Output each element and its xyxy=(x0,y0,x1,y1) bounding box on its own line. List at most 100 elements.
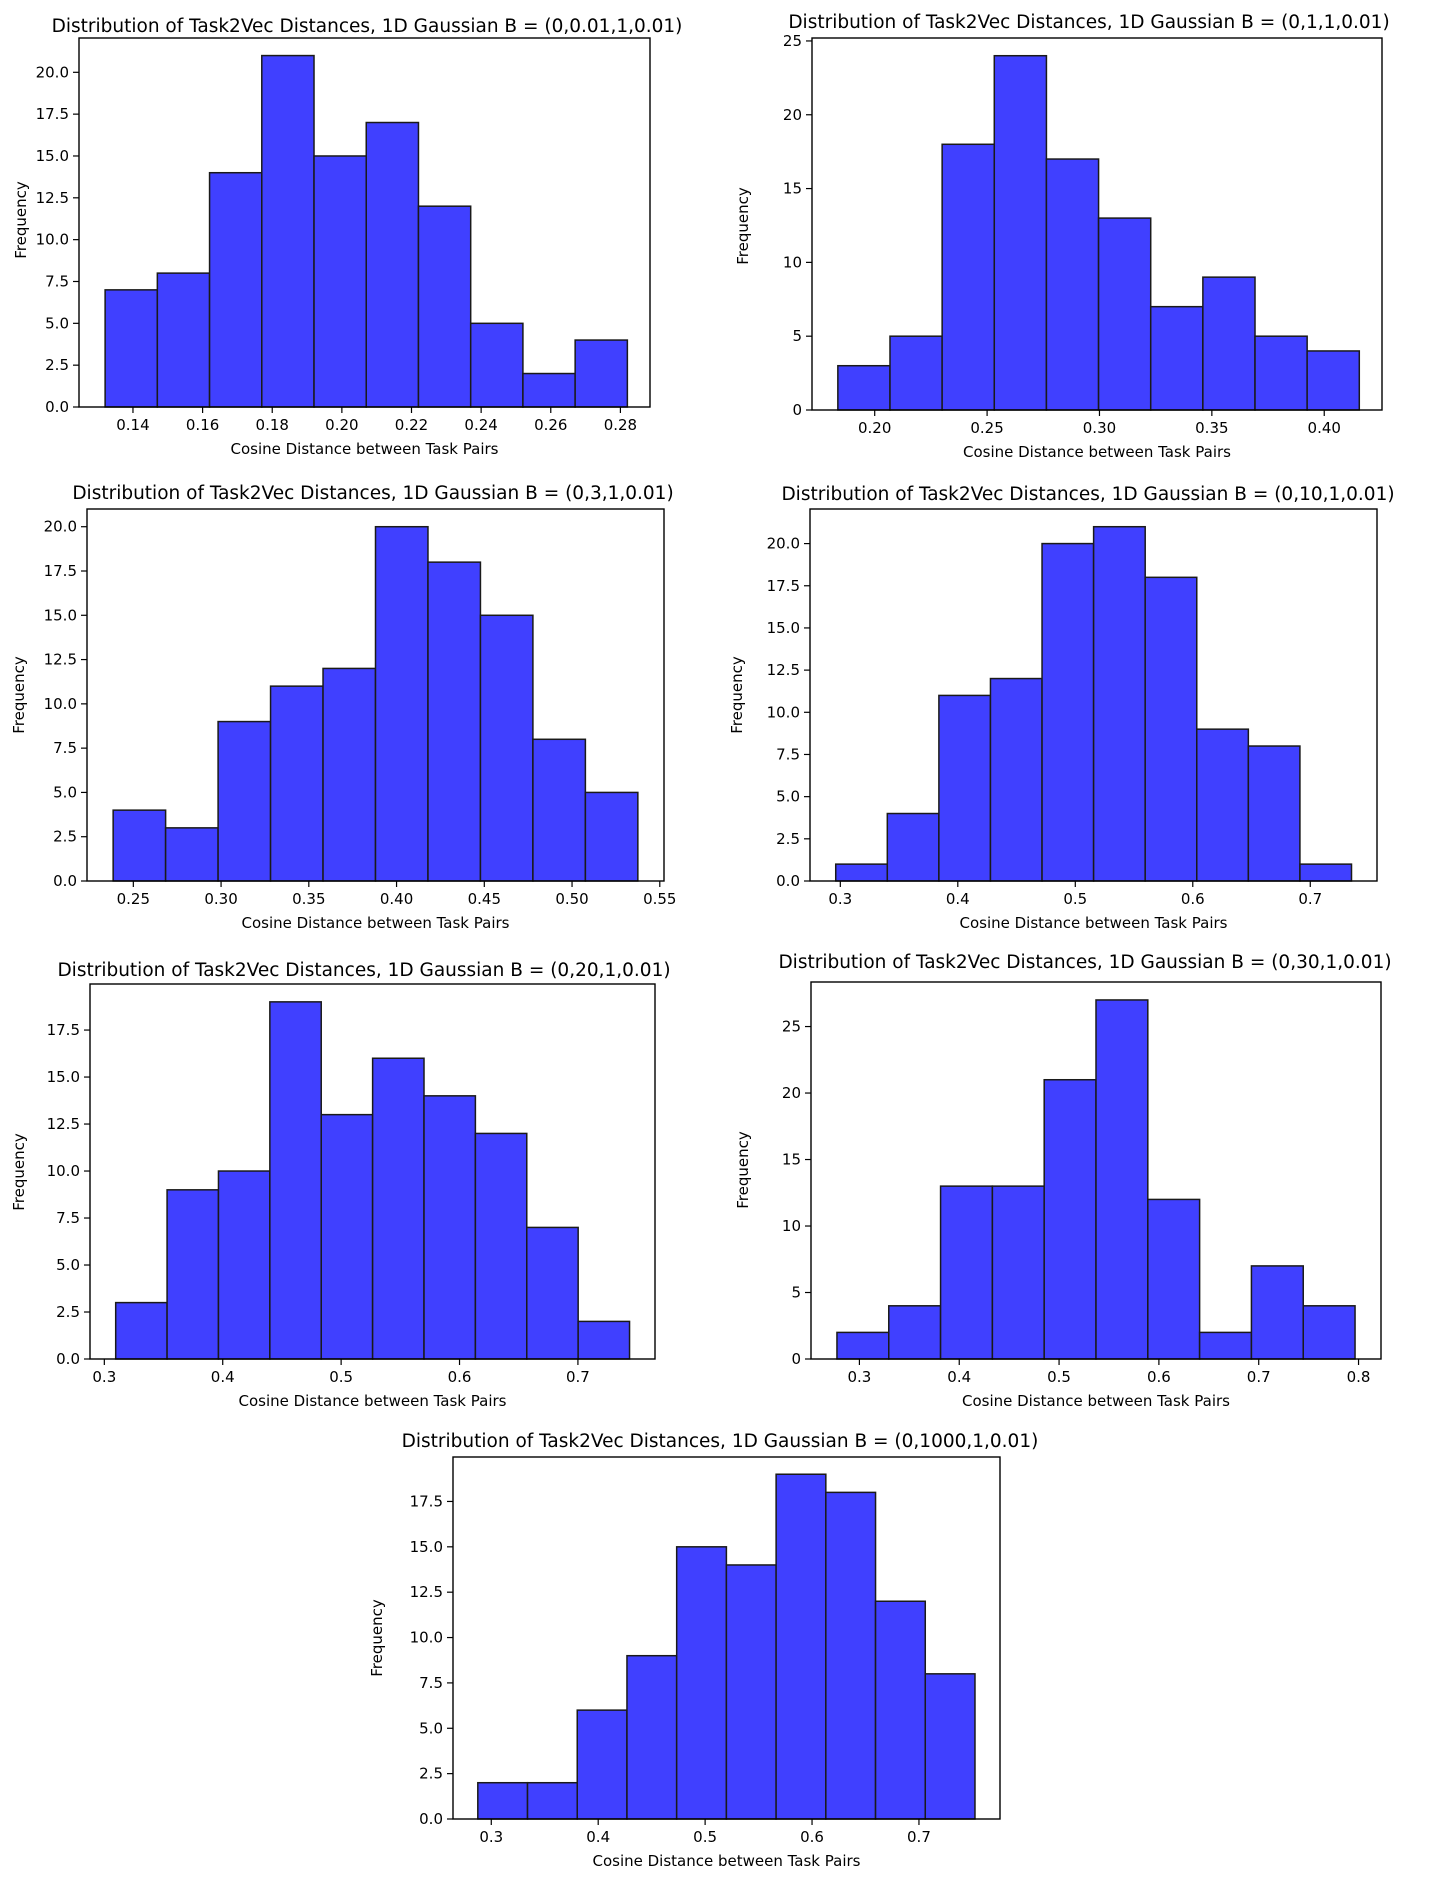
y-tick-label: 10 xyxy=(782,1217,801,1235)
histogram-bar xyxy=(1045,158,1100,411)
x-tick-label: 0.5 xyxy=(1063,890,1087,908)
x-tick-label: 0.6 xyxy=(448,1368,472,1386)
x-tick-label: 0.3 xyxy=(847,1368,871,1386)
y-tick-label: 25 xyxy=(782,1018,801,1036)
y-tick-label: 5.0 xyxy=(419,1719,443,1737)
y-tick-label: 0.0 xyxy=(776,872,800,890)
histogram-bar xyxy=(1043,1078,1097,1360)
histogram-bar xyxy=(888,1305,942,1360)
plot-frame xyxy=(78,37,651,408)
x-axis-label: Cosine Distance between Task Pairs xyxy=(962,1392,1230,1410)
y-axis-label: Frequency xyxy=(734,187,752,265)
x-tick-label: 0.5 xyxy=(329,1368,353,1386)
histogram-bar xyxy=(837,364,891,411)
chart-title: Distribution of Task2Vec Distances, 1D G… xyxy=(788,12,1389,33)
x-tick-label: 0.35 xyxy=(1195,419,1228,437)
histogram-bar xyxy=(1147,1198,1201,1360)
y-tick-label: 15.0 xyxy=(410,1538,443,1556)
histogram-bar xyxy=(1299,863,1353,882)
histogram-bar xyxy=(941,143,996,411)
y-axis-label: Frequency xyxy=(368,1599,386,1677)
y-tick-label: 10 xyxy=(783,253,802,271)
histogram-bar xyxy=(365,121,420,408)
histogram-bar xyxy=(217,1170,271,1360)
x-tick-label: 0.4 xyxy=(946,890,970,908)
chart-6: 0.3 0.4 0.5 0.6 0.7 0.8 0 5 10 15 20 25 Distribution… xyxy=(734,952,1392,1410)
y-tick-label: 5.0 xyxy=(53,783,77,801)
x-tick-label: 0.6 xyxy=(1147,1368,1171,1386)
x-tick-label: 0.4 xyxy=(947,1368,971,1386)
histogram-bar xyxy=(1149,305,1204,411)
histogram-bar xyxy=(112,809,167,882)
y-tick-label: 7.5 xyxy=(45,272,69,290)
y-tick-label: 7.5 xyxy=(776,745,800,763)
histogram-bar xyxy=(1196,728,1250,882)
histogram-bar xyxy=(104,289,159,408)
histogram-bar xyxy=(164,827,219,882)
y-tick-label: 15.0 xyxy=(47,1068,80,1086)
x-tick-label: 0.3 xyxy=(92,1368,116,1386)
chart-3: 0.25 0.30 0.35 0.40 0.45 0.50 0.55 0.0 2.5 5.0 7.5… xyxy=(10,483,676,932)
histogram-bar xyxy=(269,685,324,882)
x-tick-label: 0.8 xyxy=(1347,1368,1371,1386)
y-tick-label: 0.0 xyxy=(56,1350,80,1368)
histogram-bar xyxy=(217,720,272,882)
x-tick-label: 0.3 xyxy=(828,890,852,908)
histogram-bar xyxy=(989,677,1043,882)
y-tick-label: 7.5 xyxy=(56,1209,80,1227)
x-tick-label: 0.7 xyxy=(907,1828,931,1846)
x-axis-label: Cosine Distance between Task Pairs xyxy=(963,443,1231,461)
y-tick-label: 15.0 xyxy=(36,147,69,165)
y-axis-label: Frequency xyxy=(734,1131,752,1209)
chart-title: Distribution of Task2Vec Distances, 1D G… xyxy=(402,1431,1039,1452)
y-tick-label: 20.0 xyxy=(44,518,77,536)
histogram-bar xyxy=(626,1654,678,1820)
x-tick-label: 0.20 xyxy=(858,419,891,437)
x-tick-label: 0.7 xyxy=(566,1368,590,1386)
chart-7: 0.3 0.4 0.5 0.6 0.7 0.0 2.5 5.0 7.5 10.0 12.5 15.0 1… xyxy=(368,1431,1038,1870)
histogram-bar xyxy=(1202,276,1256,411)
histogram-bar xyxy=(522,372,576,408)
y-tick-label: 12.5 xyxy=(44,651,77,669)
histogram-bar xyxy=(320,1113,374,1360)
histogram-bar xyxy=(427,561,482,882)
x-tick-label: 0.45 xyxy=(468,890,501,908)
y-tick-label: 10.0 xyxy=(44,695,77,713)
histogram-bar xyxy=(939,1185,994,1360)
x-tick-label: 0.3 xyxy=(479,1828,503,1846)
y-axis-label: Frequency xyxy=(728,656,746,734)
x-tick-label: 0.7 xyxy=(1247,1368,1271,1386)
histogram-bar xyxy=(924,1673,976,1820)
x-tick-label: 0.16 xyxy=(186,416,219,434)
histogram-bar xyxy=(269,1001,322,1360)
y-axis-label: Frequency xyxy=(10,656,28,734)
y-tick-label: 15.0 xyxy=(767,619,800,637)
histogram-bar xyxy=(374,525,429,882)
histogram-bar xyxy=(208,171,263,408)
y-tick-label: 12.5 xyxy=(767,661,800,679)
histogram-bar xyxy=(474,1132,528,1360)
y-tick-label: 10.0 xyxy=(767,703,800,721)
histogram-bar xyxy=(417,205,472,408)
x-tick-label: 0.7 xyxy=(1298,890,1322,908)
x-tick-label: 0.5 xyxy=(693,1828,717,1846)
histogram-bar xyxy=(993,54,1048,411)
x-tick-label: 0.20 xyxy=(325,416,358,434)
x-tick-label: 0.4 xyxy=(211,1368,235,1386)
y-tick-label: 10.0 xyxy=(410,1629,443,1647)
histogram-bar xyxy=(322,667,377,882)
y-tick-label: 5 xyxy=(792,327,802,345)
y-tick-label: 0.0 xyxy=(419,1810,443,1828)
y-tick-label: 0.0 xyxy=(45,398,69,416)
histogram-bar xyxy=(1250,1265,1304,1360)
histogram-bar xyxy=(1306,350,1361,411)
histogram-bar xyxy=(261,54,315,408)
x-tick-label: 0.24 xyxy=(464,416,497,434)
histogram-bar xyxy=(1092,525,1146,882)
y-tick-label: 10.0 xyxy=(47,1162,80,1180)
histogram-bar xyxy=(1144,576,1198,882)
x-axis-label: Cosine Distance between Task Pairs xyxy=(231,440,499,458)
histogram-bar xyxy=(469,322,524,408)
y-tick-label: 20.0 xyxy=(767,535,800,553)
x-axis-label: Cosine Distance between Task Pairs xyxy=(242,914,510,932)
